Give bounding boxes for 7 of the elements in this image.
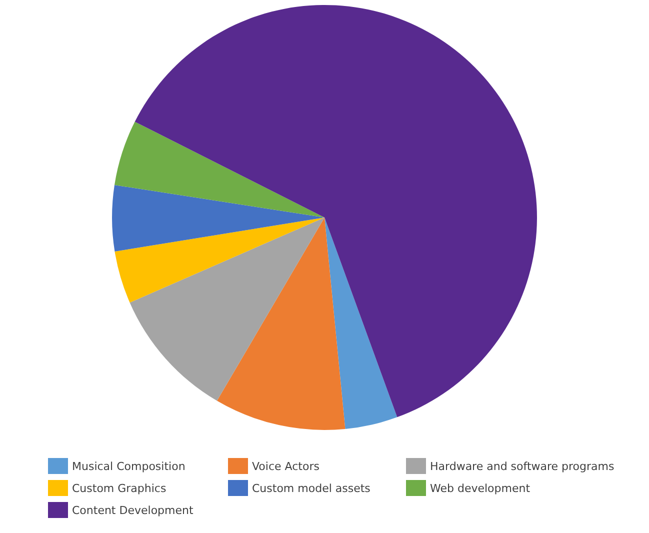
legend-label: Musical Composition [72, 460, 186, 472]
legend-label: Custom Graphics [72, 482, 166, 494]
legend-label: Voice Actors [252, 460, 320, 472]
legend-label: Web development [430, 482, 530, 494]
legend-label: Hardware and software programs [430, 460, 614, 472]
legend-label: Content Development [72, 504, 194, 516]
legend-label: Custom model assets [252, 482, 370, 494]
